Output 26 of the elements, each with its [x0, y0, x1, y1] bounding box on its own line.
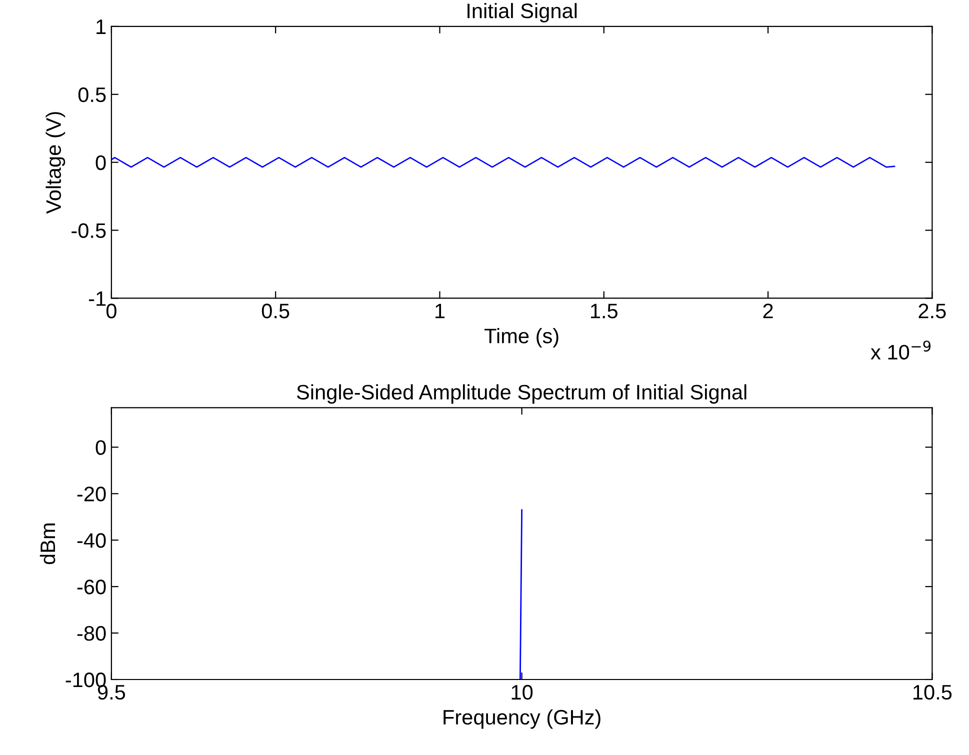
y-tick-label: 1	[96, 20, 106, 34]
chart-title: Initial Signal	[468, 2, 577, 22]
x-tick-label: 1	[436, 304, 445, 318]
x-tick-label: 0	[106, 304, 116, 318]
x-tick-label: 1.5	[590, 304, 618, 318]
x-tick-label: 2.5	[918, 304, 946, 318]
y-axis-title: Voltage (V)	[46, 112, 66, 214]
y-tick-label: -60	[77, 580, 106, 594]
y-tick-label: -1	[88, 291, 106, 306]
y-tick-label: -80	[77, 626, 106, 641]
x-tick-label: 2	[763, 304, 773, 318]
text: x 10$^{−9}$	[870, 340, 931, 360]
x-tick-label: 10	[512, 684, 533, 700]
y-axis-title: dBm	[40, 524, 56, 564]
y-tick-label: 0	[96, 440, 106, 455]
x-axis-title: Frequency (GHz)	[444, 709, 600, 729]
y-tick-label: -40	[77, 533, 106, 548]
x-axis-title: Time (s)	[484, 328, 558, 348]
y-tick-label: -0.5	[72, 223, 106, 238]
y-tick-label: 0.5	[78, 87, 106, 102]
chart-title: Single-Sided Amplitude Spectrum of Initial Signal	[296, 384, 746, 404]
y-tick-label: -20	[77, 486, 106, 502]
x-tick-label: 10.5	[913, 684, 952, 700]
y-tick-label: 0	[96, 155, 106, 170]
x-tick-label: 0.5	[262, 304, 290, 318]
line-series	[111, 156, 896, 168]
